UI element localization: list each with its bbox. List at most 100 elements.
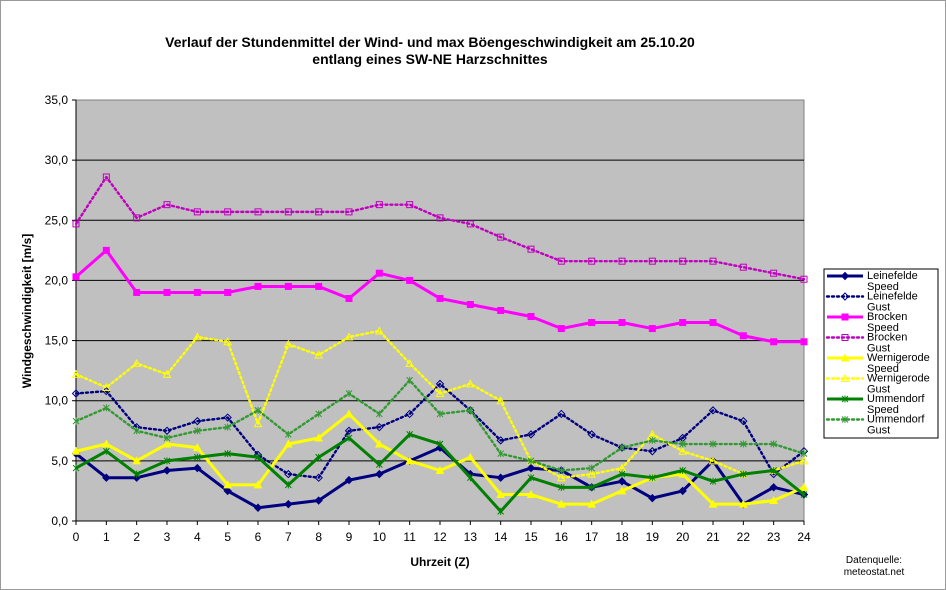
data-point bbox=[556, 473, 566, 482]
data-point bbox=[193, 463, 202, 473]
data-point bbox=[436, 214, 444, 222]
data-point bbox=[618, 319, 626, 327]
data-point bbox=[588, 464, 596, 472]
x-tick-label: 15 bbox=[524, 530, 538, 544]
x-tick-label: 11 bbox=[403, 530, 416, 544]
x-tick-label: 2 bbox=[133, 530, 140, 544]
data-point bbox=[314, 496, 323, 505]
data-point bbox=[71, 389, 81, 398]
data-point bbox=[770, 338, 778, 346]
x-tick-label: 21 bbox=[706, 530, 720, 544]
data-point bbox=[223, 480, 233, 489]
data-point bbox=[102, 386, 111, 396]
data-point bbox=[841, 416, 849, 423]
data-point bbox=[617, 486, 627, 495]
data-point bbox=[132, 358, 142, 367]
data-point bbox=[102, 173, 110, 181]
data-point bbox=[588, 319, 596, 327]
data-point bbox=[769, 483, 778, 492]
data-point bbox=[800, 275, 808, 283]
source-label: Datenquelle: bbox=[846, 555, 902, 566]
data-point bbox=[102, 404, 110, 412]
data-point bbox=[496, 436, 505, 445]
data-point bbox=[526, 489, 536, 499]
data-point bbox=[132, 456, 142, 465]
data-point bbox=[254, 406, 262, 414]
data-point bbox=[466, 300, 474, 308]
data-point bbox=[193, 416, 202, 426]
data-point bbox=[587, 430, 596, 439]
data-point bbox=[315, 282, 323, 290]
data-point bbox=[405, 358, 415, 367]
x-axis-ticks: 0 1 2 3 4 5 6 7 8 9 10 11 12 13 14 15 16 17 18 19 20 21 22 23 24 bbox=[73, 521, 811, 544]
data-point bbox=[618, 444, 626, 452]
legend-label: Wernigerode bbox=[867, 373, 930, 385]
legend-label: Speed bbox=[867, 322, 899, 334]
data-point bbox=[435, 388, 445, 397]
legend-label: Ummendorf bbox=[867, 393, 925, 405]
data-point bbox=[709, 477, 717, 485]
data-point bbox=[344, 475, 354, 485]
data-point bbox=[497, 450, 505, 458]
data-point bbox=[648, 474, 656, 482]
data-point bbox=[709, 319, 717, 327]
data-point bbox=[527, 245, 535, 253]
data-point bbox=[496, 396, 506, 405]
data-point bbox=[496, 489, 506, 499]
data-point bbox=[253, 503, 263, 512]
data-point bbox=[840, 292, 850, 301]
y-tick-label: 5,0 bbox=[51, 454, 68, 468]
data-point bbox=[344, 332, 354, 341]
data-point bbox=[679, 440, 687, 448]
data-point bbox=[406, 430, 414, 438]
x-tick-label: 4 bbox=[194, 530, 201, 544]
data-point bbox=[374, 326, 384, 335]
data-point bbox=[223, 413, 232, 422]
series-7 bbox=[72, 376, 808, 474]
data-point bbox=[101, 382, 111, 391]
data-point bbox=[557, 409, 566, 419]
y-axis-label: Windgeschwindigkeit [m/s] bbox=[20, 234, 34, 389]
data-point bbox=[375, 460, 383, 468]
data-point bbox=[648, 493, 657, 503]
data-point bbox=[648, 436, 656, 444]
data-point bbox=[466, 220, 474, 228]
chart-subtitle: entlang eines SW-NE Harzschnittes bbox=[312, 51, 548, 67]
data-point bbox=[739, 263, 747, 271]
data-point bbox=[375, 201, 383, 209]
data-point bbox=[374, 439, 384, 448]
x-tick-label: 8 bbox=[315, 530, 322, 544]
data-point bbox=[193, 453, 201, 461]
data-point bbox=[435, 379, 445, 389]
data-point bbox=[556, 499, 566, 508]
data-point bbox=[72, 417, 80, 425]
data-point bbox=[436, 294, 444, 302]
data-point bbox=[253, 480, 263, 489]
data-point bbox=[799, 482, 809, 491]
data-point bbox=[678, 446, 688, 455]
data-point bbox=[800, 450, 808, 458]
x-tick-label: 23 bbox=[767, 530, 781, 544]
data-point bbox=[679, 257, 687, 265]
data-point bbox=[224, 288, 232, 296]
data-point bbox=[344, 409, 354, 418]
legend-label: Leinefelde bbox=[867, 270, 918, 282]
x-tick-label: 22 bbox=[737, 530, 751, 544]
data-point bbox=[739, 470, 747, 478]
data-point bbox=[406, 376, 414, 384]
data-point bbox=[841, 395, 849, 403]
x-tick-label: 16 bbox=[555, 530, 569, 544]
data-point bbox=[315, 208, 323, 216]
data-point bbox=[527, 313, 535, 321]
data-point bbox=[284, 282, 292, 290]
data-point bbox=[133, 427, 141, 435]
x-tick-label: 18 bbox=[615, 530, 629, 544]
x-tick-label: 20 bbox=[676, 530, 690, 544]
data-point bbox=[163, 434, 171, 442]
data-point bbox=[617, 477, 627, 486]
data-point bbox=[314, 473, 323, 482]
data-point bbox=[72, 273, 80, 281]
